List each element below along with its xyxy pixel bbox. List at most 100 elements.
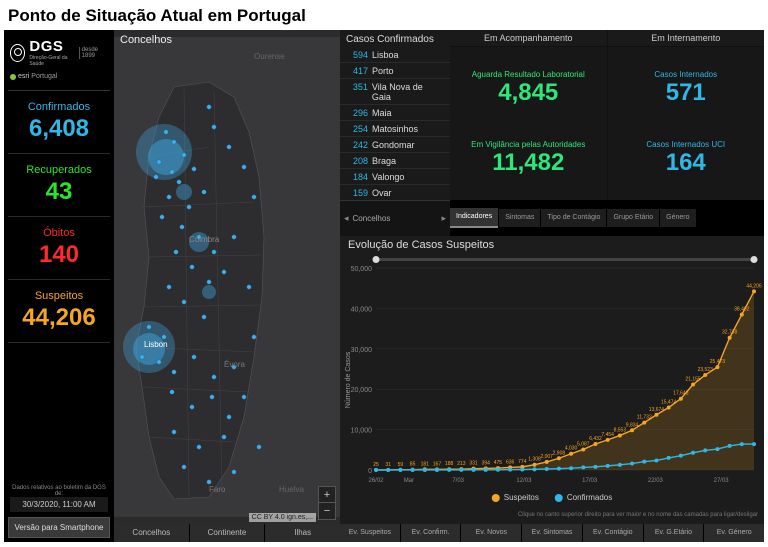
dgs-logo-sub: Direção-Geral da Saúde (29, 55, 74, 67)
legend-item[interactable]: Confirmados (555, 493, 612, 502)
svg-text:Número de Casos: Número de Casos (345, 351, 352, 408)
svg-text:181: 181 (421, 461, 430, 467)
map-svg[interactable]: OurenseLisbonÉvoraFaroHuelvaCoimbra (114, 30, 340, 524)
indicator-tabs: IndicadoresSintomasTipo de ContágioGrupo… (450, 200, 764, 236)
chart-tab[interactable]: Ev. Novos (461, 524, 521, 542)
map-tab[interactable]: Continente (190, 524, 265, 542)
list-item-name: Matosinhos (372, 124, 418, 134)
zoom-in-button[interactable]: + (319, 487, 335, 503)
list-prev-button[interactable]: ◂ (344, 213, 349, 224)
svg-text:31: 31 (385, 462, 391, 468)
list-item-count: 296 (346, 108, 368, 118)
list-item[interactable]: 159Ovar (340, 185, 450, 200)
chart-tabs: Ev. SuspeitosEv. Confirm.Ev. NovosEv. Si… (340, 524, 764, 542)
tr-stat-label: Casos Internados (614, 70, 759, 79)
svg-text:Mar: Mar (404, 478, 414, 484)
svg-text:50,000: 50,000 (351, 266, 373, 273)
svg-text:21,155: 21,155 (685, 377, 701, 383)
list-item[interactable]: 594Lisboa (340, 47, 450, 63)
chart-tab[interactable]: Ev. Suspeitos (340, 524, 400, 542)
list-next-button[interactable]: ▸ (441, 213, 446, 224)
map-panel[interactable]: Concelhos OurenseLisbonÉvoraFaroHuelvaCo… (114, 30, 340, 524)
tr-stat-value: 11,482 (456, 149, 601, 177)
svg-text:32,738: 32,738 (722, 330, 738, 336)
stat-value: 6,408 (10, 115, 108, 143)
tr-stat-label: Em Vigilância pelas Autoridades (456, 140, 601, 149)
svg-text:636: 636 (506, 459, 515, 465)
chart-tab[interactable]: Ev. Género (704, 524, 764, 542)
legend-item[interactable]: Suspeitos (492, 493, 539, 502)
svg-text:9,834: 9,834 (626, 422, 639, 428)
map-attribution: CC BY 4.0 ign.es,... (249, 513, 316, 522)
list-item-count: 351 (346, 82, 368, 102)
indicator-tab[interactable]: Género (660, 209, 695, 227)
list-item[interactable]: 296 Maia (340, 105, 450, 121)
smartphone-button[interactable]: Versão para Smartphone (8, 517, 110, 538)
zoom-out-button[interactable]: − (319, 503, 335, 519)
svg-text:27/03: 27/03 (714, 478, 730, 484)
indicator-tab[interactable]: Sintomas (499, 209, 540, 227)
zoom-control: + − (318, 486, 336, 520)
list-nav-label: Concelhos (353, 214, 391, 223)
logo-block: DGS Direção-Geral da Saúde desde 1899 es… (8, 34, 110, 91)
tr-stat-value: 164 (614, 149, 759, 177)
svg-text:4,030: 4,030 (565, 446, 578, 452)
tr-stat: Casos Internados571 (614, 70, 759, 107)
list-item[interactable]: 184Valongo (340, 169, 450, 185)
stat-label: Óbitos (10, 227, 108, 239)
chart-tab[interactable]: Ev. Sintomas (522, 524, 582, 542)
indicator-tab[interactable]: Grupo Etário (607, 209, 659, 227)
list-nav: ◂ Concelhos ▸ (340, 200, 450, 236)
confirmed-list-panel: Casos Confirmados 594Lisboa417Porto351Vi… (340, 30, 450, 200)
svg-text:475: 475 (494, 460, 503, 466)
dgs-logo-text: DGS (29, 38, 74, 55)
svg-text:394: 394 (482, 460, 491, 466)
svg-text:774: 774 (518, 459, 527, 465)
svg-text:13,674: 13,674 (649, 407, 665, 413)
map-tabs: ConcelhosContinenteIlhas (114, 524, 340, 542)
chart-tab[interactable]: Ev. G.Etário (644, 524, 704, 542)
indicator-tab[interactable]: Tipo de Contágio (541, 209, 606, 227)
svg-text:15,474: 15,474 (661, 399, 677, 405)
list-item[interactable]: 254Matosinhos (340, 121, 450, 137)
chart-title: Evolução de Casos Suspeitos (340, 236, 764, 254)
list-item-name: Gondomar (372, 140, 415, 150)
list-item-name: Maia (372, 108, 392, 118)
tr-stat: Casos Internados UCI164 (614, 140, 759, 177)
indicator-tab[interactable]: Indicadores (450, 208, 498, 228)
svg-text:30,000: 30,000 (351, 347, 373, 354)
chart-tab[interactable]: Ev. Contágio (583, 524, 643, 542)
tr-stat-value: 571 (614, 79, 759, 107)
list-item[interactable]: 242Gondomar (340, 137, 450, 153)
list-item[interactable]: 351Vila Nova de Gaia (340, 79, 450, 105)
svg-text:26/02: 26/02 (368, 478, 384, 484)
tr-stat-label: Casos Internados UCI (614, 140, 759, 149)
chart-panel[interactable]: 010,00020,00030,00040,00050,000Número de… (340, 254, 764, 506)
list-item-name: Vila Nova de Gaia (372, 82, 444, 102)
map-tab[interactable]: Ilhas (265, 524, 340, 542)
esri-logo: esri Portugal (10, 73, 108, 80)
map-tab[interactable]: Concelhos (114, 524, 189, 542)
svg-text:2,908: 2,908 (553, 450, 566, 456)
dgs-logo-icon (10, 44, 25, 62)
stat-label: Recuperados (10, 164, 108, 176)
svg-text:331: 331 (469, 461, 478, 467)
timestamp-note: Dados relativos ao boletim da DGS de: (10, 485, 108, 497)
svg-text:22/03: 22/03 (648, 478, 664, 484)
list-item[interactable]: 417Porto (340, 63, 450, 79)
list-item[interactable]: 208Braga (340, 153, 450, 169)
svg-text:5,087: 5,087 (577, 441, 590, 447)
chart-tab[interactable]: Ev. Confirm. (401, 524, 461, 542)
confirmed-list-title: Casos Confirmados (340, 30, 450, 47)
tr-header-left: Em Acompanhamento (450, 30, 607, 46)
list-item-name: Porto (372, 66, 394, 76)
svg-text:17/03: 17/03 (582, 478, 598, 484)
tr-stat: Aguarda Resultado Laboratorial4,845 (456, 70, 601, 107)
list-item-name: Valongo (372, 172, 404, 182)
svg-text:11,732: 11,732 (637, 415, 652, 421)
stat-value: 44,206 (10, 304, 108, 332)
map-title: Concelhos (120, 34, 172, 46)
svg-text:20,000: 20,000 (351, 387, 373, 394)
svg-text:Coimbra: Coimbra (189, 235, 220, 244)
svg-text:40,000: 40,000 (351, 306, 373, 313)
